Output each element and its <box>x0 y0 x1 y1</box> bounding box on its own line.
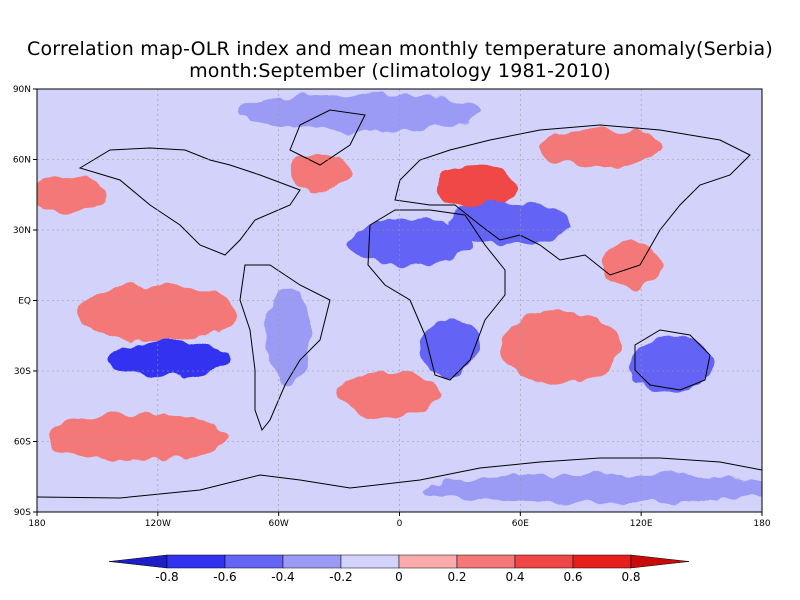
field-negative-antarctic <box>419 474 762 503</box>
lon-tick-label: 60E <box>512 519 529 529</box>
coastline-australia <box>634 329 711 391</box>
colorbar-box <box>398 554 458 569</box>
lon-tick-label: 0 <box>397 519 403 529</box>
lon-tick-label: 180 <box>753 519 770 529</box>
title-line-1: Correlation map-OLR index and mean month… <box>27 38 773 60</box>
coastline-eurasia <box>394 124 751 276</box>
field-negative-south-america <box>264 288 313 383</box>
colorbar-arrow-low <box>108 554 168 569</box>
coastline-greenland <box>289 109 366 166</box>
coastline-africa <box>367 209 506 381</box>
colorbar-arrow-high <box>630 554 690 569</box>
lat-tick-label: 30S <box>14 367 31 377</box>
field-positive-tropical-pacific <box>77 284 239 341</box>
field-positive-south-pacific <box>47 413 229 461</box>
field-positive-north-atlantic <box>288 152 350 191</box>
field-negative-australia <box>631 335 712 393</box>
field-positive-north-pacific <box>37 175 108 214</box>
lon-tick-label: 180 <box>28 519 45 529</box>
colorbar-label: 0.8 <box>621 570 640 584</box>
colorbar-label: 0 <box>395 570 403 584</box>
colorbar-box <box>282 554 342 569</box>
field-positive-siberia <box>540 128 662 167</box>
longitude-axis: 180 120W 60W 0 60E 120E 180 <box>28 512 771 529</box>
colorbar-box <box>166 554 226 569</box>
field-positive-southeast-asia <box>600 241 662 289</box>
field-negative-south-africa <box>419 319 481 376</box>
coastline-north-america <box>78 147 301 256</box>
title-line-2: month:September (climatology 1981-2010) <box>189 60 611 82</box>
field-negative-sahara <box>349 218 470 266</box>
colorbar-box <box>514 554 574 569</box>
lat-tick-label: 60N <box>13 156 31 166</box>
field-negative-southeast-pacific <box>107 340 229 379</box>
lon-tick-label: 60W <box>268 519 288 529</box>
correlation-field <box>37 93 762 503</box>
field-positive-indian-ocean <box>500 312 622 383</box>
coastlines <box>37 109 762 499</box>
colorbar-box <box>456 554 516 569</box>
colorbar: -0.8 -0.6 -0.4 -0.2 0 0.2 0.4 0.6 0.8 <box>108 554 690 584</box>
field-negative-central-asia <box>449 201 571 245</box>
lon-tick-label: 120E <box>630 519 653 529</box>
colorbar-label: 0.4 <box>505 570 524 584</box>
colorbar-box <box>224 554 284 569</box>
colorbar-label: 0.6 <box>563 570 582 584</box>
colorbar-box <box>340 554 400 569</box>
coastline-antarctica <box>37 457 762 499</box>
lat-tick-label: EQ <box>18 297 31 307</box>
lon-tick-label: 120W <box>145 519 171 529</box>
field-negative-arctic <box>238 93 481 132</box>
lat-tick-label: 30N <box>13 226 31 236</box>
colorbar-box <box>572 554 632 569</box>
coastline-south-america <box>239 264 331 432</box>
lat-tick-label: 90S <box>14 508 31 518</box>
colorbar-label: -0.8 <box>155 570 178 584</box>
lat-tick-label: 90N <box>13 85 31 95</box>
lat-tick-label: 60S <box>14 438 31 448</box>
colorbar-label: -0.6 <box>213 570 236 584</box>
field-positive-south-atlantic <box>339 371 440 418</box>
colorbar-label: -0.2 <box>329 570 352 584</box>
colorbar-label: 0.2 <box>447 570 466 584</box>
field-positive-northeast-europe <box>435 166 517 209</box>
colorbar-label: -0.4 <box>271 570 294 584</box>
latitude-axis: 90N 60N 30N EQ 30S 60S 90S <box>13 85 37 518</box>
gridlines <box>37 89 762 512</box>
